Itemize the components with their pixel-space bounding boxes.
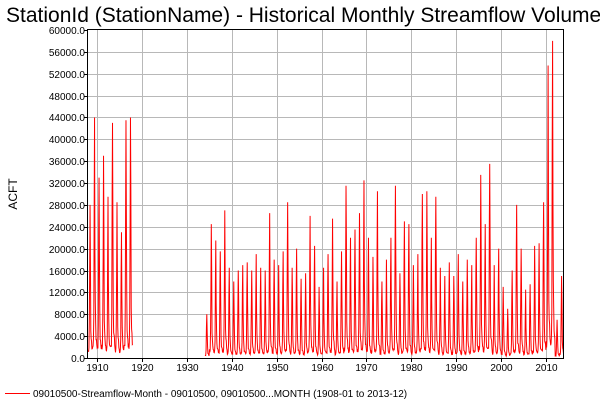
x-tick-label: 2000 [490, 363, 513, 374]
x-tick-label: 1950 [266, 363, 289, 374]
x-axis: 1910 1920 1930 1940 1950 1960 1970 1980 1990 2000… [86, 358, 558, 374]
y-tick-label: 4000.0 [54, 332, 85, 343]
x-tick-label: 1910 [86, 363, 109, 374]
y-tick-label: 60000.0 [49, 26, 86, 37]
y-tick-label: 52000.0 [49, 70, 86, 81]
series-line [204, 40, 564, 358]
y-tick-label: 48000.0 [49, 92, 86, 103]
x-tick-label: 1990 [445, 363, 468, 374]
data-layer [87, 40, 564, 358]
plot-frame [87, 29, 564, 359]
y-tick-label: 32000.0 [49, 179, 86, 190]
y-tick-label: 12000.0 [49, 288, 86, 299]
x-tick-label: 1920 [131, 363, 154, 374]
series-line [87, 117, 134, 354]
y-tick-label: 44000.0 [49, 113, 86, 124]
x-tick-label: 1970 [355, 363, 378, 374]
y-axis-label: ACFT [6, 178, 20, 210]
x-tick-label: 1960 [311, 363, 334, 374]
grid-layer [88, 30, 564, 358]
y-tick-label: 0.0 [71, 354, 85, 365]
y-axis: 0.0 4000.0 8000.0 12000.0 16000.0 20000.0 2400… [49, 26, 88, 365]
x-tick-label: 1930 [176, 363, 199, 374]
y-tick-label: 16000.0 [49, 267, 86, 278]
y-tick-label: 36000.0 [49, 157, 86, 168]
y-tick-label: 24000.0 [49, 223, 86, 234]
x-tick-label: 1940 [221, 363, 244, 374]
x-tick-label: 1980 [400, 363, 423, 374]
legend-label: 09010500-Streamflow-Month - 09010500, 09… [33, 389, 407, 400]
y-tick-label: 20000.0 [49, 245, 86, 256]
y-tick-label: 40000.0 [49, 135, 86, 146]
legend: 09010500-Streamflow-Month - 09010500, 09… [5, 389, 407, 400]
y-tick-label: 56000.0 [49, 48, 86, 59]
y-tick-label: 8000.0 [54, 310, 85, 321]
y-tick-label: 28000.0 [49, 201, 86, 212]
x-tick-label: 2010 [535, 363, 558, 374]
chart-title: StationId (StationName) - Historical Mon… [6, 4, 600, 27]
